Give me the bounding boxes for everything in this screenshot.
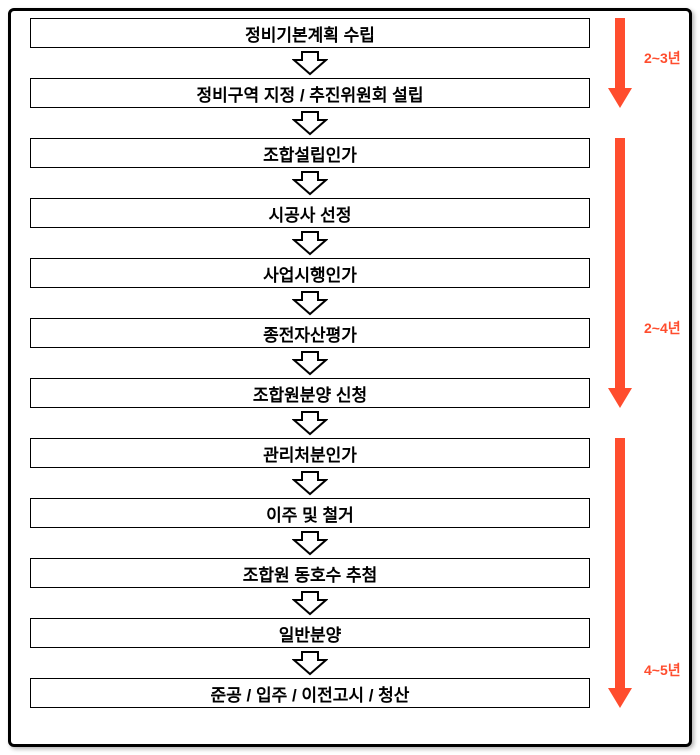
duration-label: 2~4년 [644, 318, 681, 338]
duration-block: 2~4년 [602, 138, 692, 408]
step-label: 준공 / 입주 / 이전고시 / 청산 [211, 681, 410, 706]
flow-connector [30, 228, 590, 258]
step-label: 정비구역 지정 / 추진위원회 설립 [197, 81, 424, 106]
step-label: 종전자산평가 [263, 321, 357, 346]
chevron-down-icon [292, 170, 328, 196]
flow-connector [30, 528, 590, 558]
step-box: 정비구역 지정 / 추진위원회 설립 [30, 78, 590, 108]
step-box: 정비기본계획 수립 [30, 18, 590, 48]
duration-label: 2~3년 [644, 48, 681, 68]
chevron-down-icon [292, 530, 328, 556]
flow-connector [30, 168, 590, 198]
chevron-down-icon [292, 350, 328, 376]
duration-arrow-icon [608, 138, 632, 408]
chevron-down-icon [292, 110, 328, 136]
step-box: 준공 / 입주 / 이전고시 / 청산 [30, 678, 590, 708]
chevron-down-icon [292, 230, 328, 256]
step-label: 정비기본계획 수립 [245, 21, 375, 46]
step-label: 조합원분양 신청 [253, 381, 367, 406]
step-box: 조합원분양 신청 [30, 378, 590, 408]
step-label: 조합원 동호수 추첨 [243, 561, 378, 586]
step-label: 관리처분인가 [263, 441, 357, 466]
chevron-down-icon [292, 590, 328, 616]
step-label: 일반분양 [279, 621, 342, 646]
duration-label: 4~5년 [644, 660, 681, 680]
step-label: 사업시행인가 [263, 261, 357, 286]
flow-connector [30, 348, 590, 378]
step-box: 사업시행인가 [30, 258, 590, 288]
duration-arrow-icon [608, 438, 632, 708]
flow-connector [30, 288, 590, 318]
step-box: 조합원 동호수 추첨 [30, 558, 590, 588]
step-label: 이주 및 철거 [266, 501, 354, 526]
flow-connector [30, 48, 590, 78]
chevron-down-icon [292, 650, 328, 676]
chevron-down-icon [292, 50, 328, 76]
flow-connector [30, 468, 590, 498]
step-box: 시공사 선정 [30, 198, 590, 228]
step-box: 이주 및 철거 [30, 498, 590, 528]
duration-block: 2~3년 [602, 18, 692, 108]
flow-connector [30, 408, 590, 438]
step-box: 일반분양 [30, 618, 590, 648]
duration-block: 4~5년 [602, 438, 692, 708]
chevron-down-icon [292, 470, 328, 496]
flow-connector [30, 588, 590, 618]
step-box: 관리처분인가 [30, 438, 590, 468]
step-label: 시공사 선정 [269, 201, 352, 226]
flow-connector [30, 108, 590, 138]
step-box: 조합설립인가 [30, 138, 590, 168]
duration-arrow-icon [608, 18, 632, 108]
flowchart-column: 정비기본계획 수립 정비구역 지정 / 추진위원회 설립 조합설립인가 시공사 … [30, 18, 590, 708]
step-label: 조합설립인가 [263, 141, 357, 166]
chevron-down-icon [292, 290, 328, 316]
step-box: 종전자산평가 [30, 318, 590, 348]
flow-connector [30, 648, 590, 678]
chevron-down-icon [292, 410, 328, 436]
